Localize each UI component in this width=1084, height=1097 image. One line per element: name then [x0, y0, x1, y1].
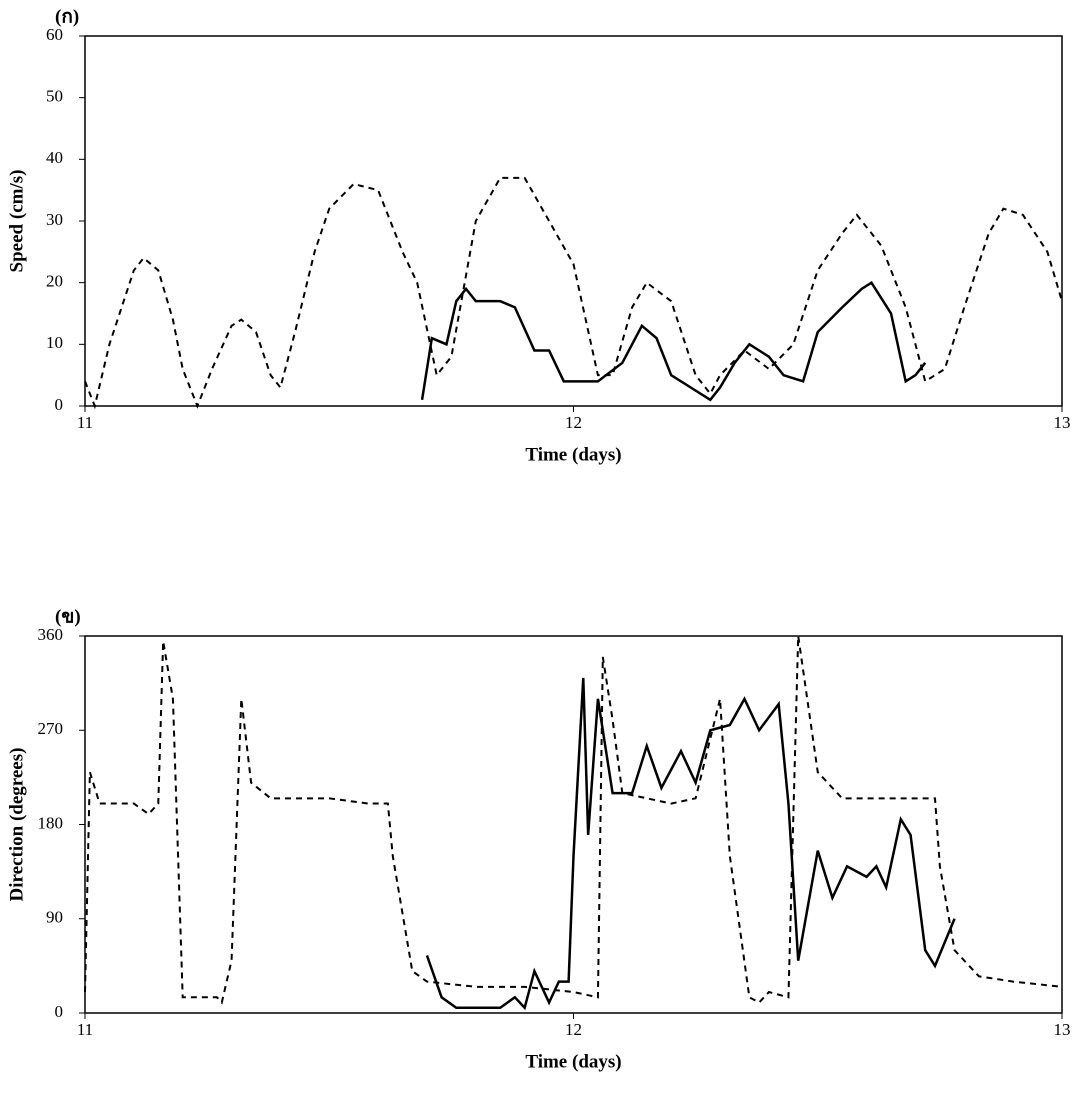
x-axis-label: Time (days) [525, 444, 621, 465]
y-tick-label: 0 [55, 1002, 64, 1021]
x-tick-label: 12 [565, 413, 582, 432]
y-tick-label: 10 [46, 333, 63, 352]
y-axis-label: Direction (degrees) [6, 748, 27, 902]
y-tick-label: 270 [38, 719, 64, 738]
data-line [425, 677, 956, 1011]
x-axis-label: Time (days) [525, 1051, 621, 1072]
y-tick-label: 40 [46, 148, 63, 167]
x-tick-label: 12 [565, 1020, 582, 1039]
y-tick-label: 20 [46, 272, 63, 291]
data-line [84, 635, 1063, 1005]
x-tick-label: 11 [77, 413, 93, 432]
x-tick-label: 13 [1054, 1020, 1071, 1039]
chart-title: (ก) [55, 6, 79, 27]
chart-title: (ข) [55, 606, 81, 627]
y-tick-label: 50 [46, 87, 63, 106]
y-tick-label: 360 [38, 625, 64, 644]
y-tick-label: 30 [46, 210, 63, 229]
data-line [84, 176, 1063, 410]
x-tick-label: 13 [1054, 413, 1071, 432]
plot-area [84, 35, 1063, 407]
y-tick-label: 180 [38, 813, 64, 832]
y-tick-label: 0 [55, 395, 64, 414]
y-axis-label: Speed (cm/s) [6, 170, 27, 273]
y-tick-label: 90 [46, 908, 63, 927]
x-tick-label: 11 [77, 1020, 93, 1039]
y-tick-label: 60 [46, 25, 63, 44]
data-line [420, 280, 927, 402]
